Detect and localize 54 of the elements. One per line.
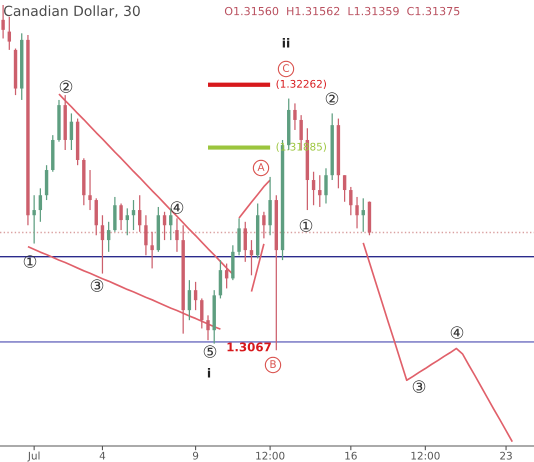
candlestick [237, 218, 241, 256]
candlestick [312, 171, 316, 206]
candlestick [293, 102, 297, 131]
candlestick [200, 298, 204, 330]
candlestick [1, 4, 5, 40]
x-tick-label: 23 [500, 452, 512, 460]
candlestick [244, 221, 247, 262]
candlestick [169, 208, 172, 241]
candlestick [318, 174, 322, 208]
candlestick [38, 188, 42, 222]
annotation: ④ [170, 201, 184, 214]
candlestick [224, 262, 228, 290]
annotation: ③ [90, 279, 104, 292]
annotation: ① [300, 219, 312, 232]
annotation: ii [282, 38, 290, 48]
text: i [208, 368, 210, 378]
x-tick-label: Jul [27, 452, 40, 462]
series-label: (1.32262) [276, 80, 326, 89]
candlestick [194, 281, 198, 311]
annotation: ② [60, 80, 72, 93]
candlestick [119, 202, 123, 231]
x-tick-label: 12:00 [256, 452, 284, 460]
annotation: ② [326, 92, 338, 105]
candlestick [126, 208, 129, 236]
candlestick [150, 231, 154, 270]
candlestick [362, 198, 365, 232]
annotation: C [282, 64, 290, 72]
x-tick-label: 9 [192, 452, 198, 460]
candlestick [144, 214, 148, 256]
candlestick [32, 194, 36, 244]
x-tick-label: 12:00 [411, 452, 440, 460]
candlestick [106, 221, 110, 252]
x-tick-label: 4 [100, 452, 106, 460]
candlestick [70, 112, 74, 151]
text: ③ [412, 380, 426, 393]
candlestick [262, 211, 266, 239]
candlestick [162, 211, 166, 241]
annotation: A [258, 163, 264, 171]
chart-title: Canadian Dollar, 30 [4, 5, 140, 18]
candlestick [342, 174, 346, 202]
candlestick [138, 194, 142, 232]
candlestick [8, 16, 12, 51]
x-tick-label: 16 [345, 452, 357, 460]
annotation: 1.3067 [228, 342, 271, 352]
annotation: ① [24, 255, 36, 268]
annotation: ④ [450, 326, 464, 339]
chart-subtitle: O1.31560 H1.31562 L1.31359 C1.31375 [224, 6, 460, 16]
annotation: ⑤ [204, 345, 216, 358]
candlestick [88, 169, 92, 211]
text: B [270, 360, 276, 368]
candlestick [349, 186, 353, 216]
candlestick [188, 280, 192, 321]
candlestick [250, 239, 254, 276]
candlestick [100, 214, 104, 274]
